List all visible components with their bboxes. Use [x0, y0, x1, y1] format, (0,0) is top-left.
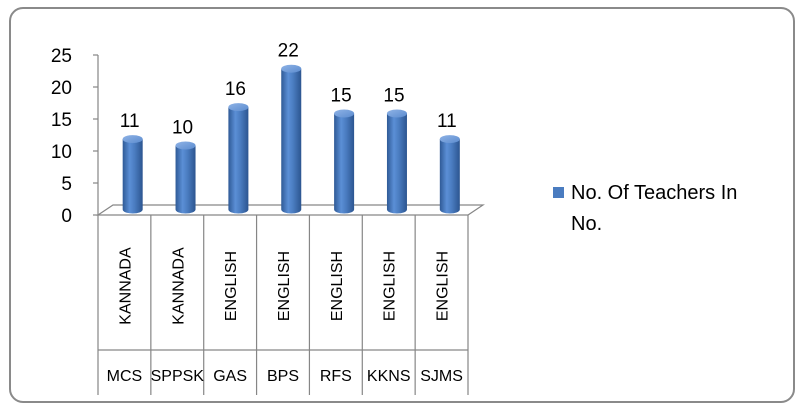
category-medium-label: ENGLISH [276, 251, 293, 321]
data-label: 22 [278, 41, 299, 62]
category-school-label: MCS [107, 368, 143, 385]
legend-label-line1: No. Of Teachers In [571, 182, 737, 204]
bar-body [122, 139, 143, 214]
bar-body [228, 107, 249, 214]
bar-top [228, 103, 249, 112]
bar-top [122, 135, 143, 144]
y-tick-label: 5 [61, 174, 72, 195]
bar [334, 109, 355, 214]
bar-body [281, 68, 302, 214]
category-medium-label: ENGLISH [382, 251, 399, 321]
legend: No. Of Teachers In No. [553, 182, 737, 235]
bar-body [386, 113, 407, 214]
category-school-label: SPPSK [151, 368, 205, 385]
y-tick-label: 20 [51, 78, 72, 99]
y-tick-label: 25 [51, 46, 72, 67]
y-tick-label: 15 [51, 110, 72, 131]
data-label: 16 [225, 79, 246, 100]
category-school-label: RFS [320, 368, 352, 385]
legend-label-line2: No. [571, 213, 602, 235]
data-label: 10 [172, 118, 193, 139]
axes-layer [93, 54, 485, 395]
bar-top [281, 64, 302, 73]
bar-top [386, 109, 407, 118]
data-label: 11 [120, 111, 140, 132]
data-label: 15 [383, 86, 404, 107]
category-medium-label: KANNADA [117, 247, 134, 325]
category-school-label: BPS [267, 368, 299, 385]
category-school-label: GAS [213, 368, 247, 385]
bar-body [175, 145, 196, 214]
labels-layer: 0 5 10 15 20 25 11 KANNADA MCS 10 KANNADA SPPSK 16 EN… [51, 41, 463, 385]
bar [439, 135, 460, 214]
data-label: 11 [437, 111, 457, 132]
chart-floor [96, 204, 485, 216]
bar [175, 141, 196, 214]
legend-swatch [553, 187, 564, 198]
category-medium-label: ENGLISH [329, 251, 346, 321]
bars-layer [122, 64, 460, 214]
category-school-label: SJMS [420, 368, 463, 385]
category-medium-label: ENGLISH [435, 251, 452, 321]
bar-top [175, 141, 196, 150]
bar-body [439, 139, 460, 214]
bar-top [439, 135, 460, 144]
category-school-label: KKNS [367, 368, 411, 385]
bar [386, 109, 407, 214]
y-tick-label: 10 [51, 142, 72, 163]
bar [228, 103, 249, 214]
y-tick-label: 0 [61, 206, 72, 227]
bar [281, 64, 302, 214]
category-medium-label: KANNADA [170, 247, 187, 325]
bar [122, 135, 143, 214]
data-label: 15 [331, 86, 352, 107]
category-medium-label: ENGLISH [223, 251, 240, 321]
bar-body [334, 113, 355, 214]
bar-top [334, 109, 355, 118]
